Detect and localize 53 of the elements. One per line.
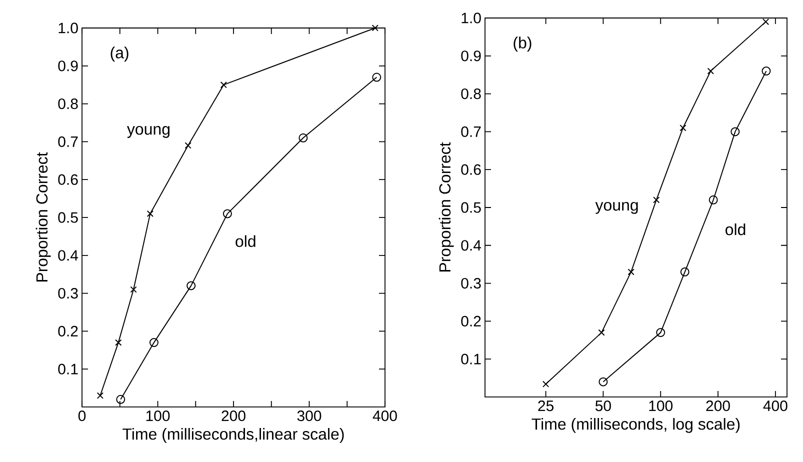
x-tick-label: 50 [595,400,611,412]
x-tick-label: 400 [372,410,397,422]
point [96,392,104,399]
point [149,338,158,348]
y-axis-title: Proportion Correct [36,152,51,282]
point [186,281,196,290]
series-label: old [726,223,746,236]
point [115,339,122,346]
point [116,394,126,404]
x-tick-label: 400 [763,400,788,412]
x-tick-label: 300 [297,410,322,422]
point [372,24,378,32]
point [372,72,382,82]
y-tick-label: 0.6 [58,174,78,185]
y-tick-label: 0.9 [58,60,78,72]
y-tick-label: 0.2 [58,326,78,336]
y-tick-label: 0.9 [461,50,481,62]
y-tick-label: 0.3 [461,278,481,289]
y-tick-label: 0.5 [461,202,481,213]
point [220,82,227,88]
y-tick-label: 1.0 [58,22,78,34]
x-tick-label: 200 [222,410,246,422]
y-tick-label: 0.1 [461,354,481,364]
y-tick-label: 0.6 [461,164,481,175]
series-label: young [595,202,638,214]
series-label: young [126,126,170,138]
y-axis-title: Proportion Correct [438,142,454,272]
y-tick-label: 0.4 [461,240,482,251]
y-tick-label: 0.8 [58,98,78,110]
x-tick-label: 100 [146,410,170,422]
x-tick-label: 25 [538,400,554,412]
point [146,210,154,218]
y-tick-label: 0.7 [58,136,78,147]
y-tick-label: 0.3 [58,288,78,299]
x-tick-label: 200 [706,400,730,412]
x-axis-title: Time (milliseconds, log scale) [532,418,740,433]
point [184,142,192,149]
y-tick-label: 0.5 [58,212,78,223]
series-label: old [236,235,256,247]
point [222,209,232,218]
y-tick-label: 1.0 [462,12,481,24]
point [130,286,137,293]
x-tick-label: 0 [78,410,86,422]
x-tick-label: 100 [649,400,673,412]
y-tick-label: 0.7 [461,126,481,137]
y-tick-label: 0.4 [58,250,78,261]
y-tick-label: 0.8 [461,88,481,100]
point [298,133,308,142]
text: (b) [514,36,532,52]
y-tick-label: 0.1 [58,364,78,374]
x-axis-title: Time (milliseconds,linear scale) [122,428,344,443]
y-tick-label: 0.2 [461,316,481,326]
text: (a) [110,46,128,62]
